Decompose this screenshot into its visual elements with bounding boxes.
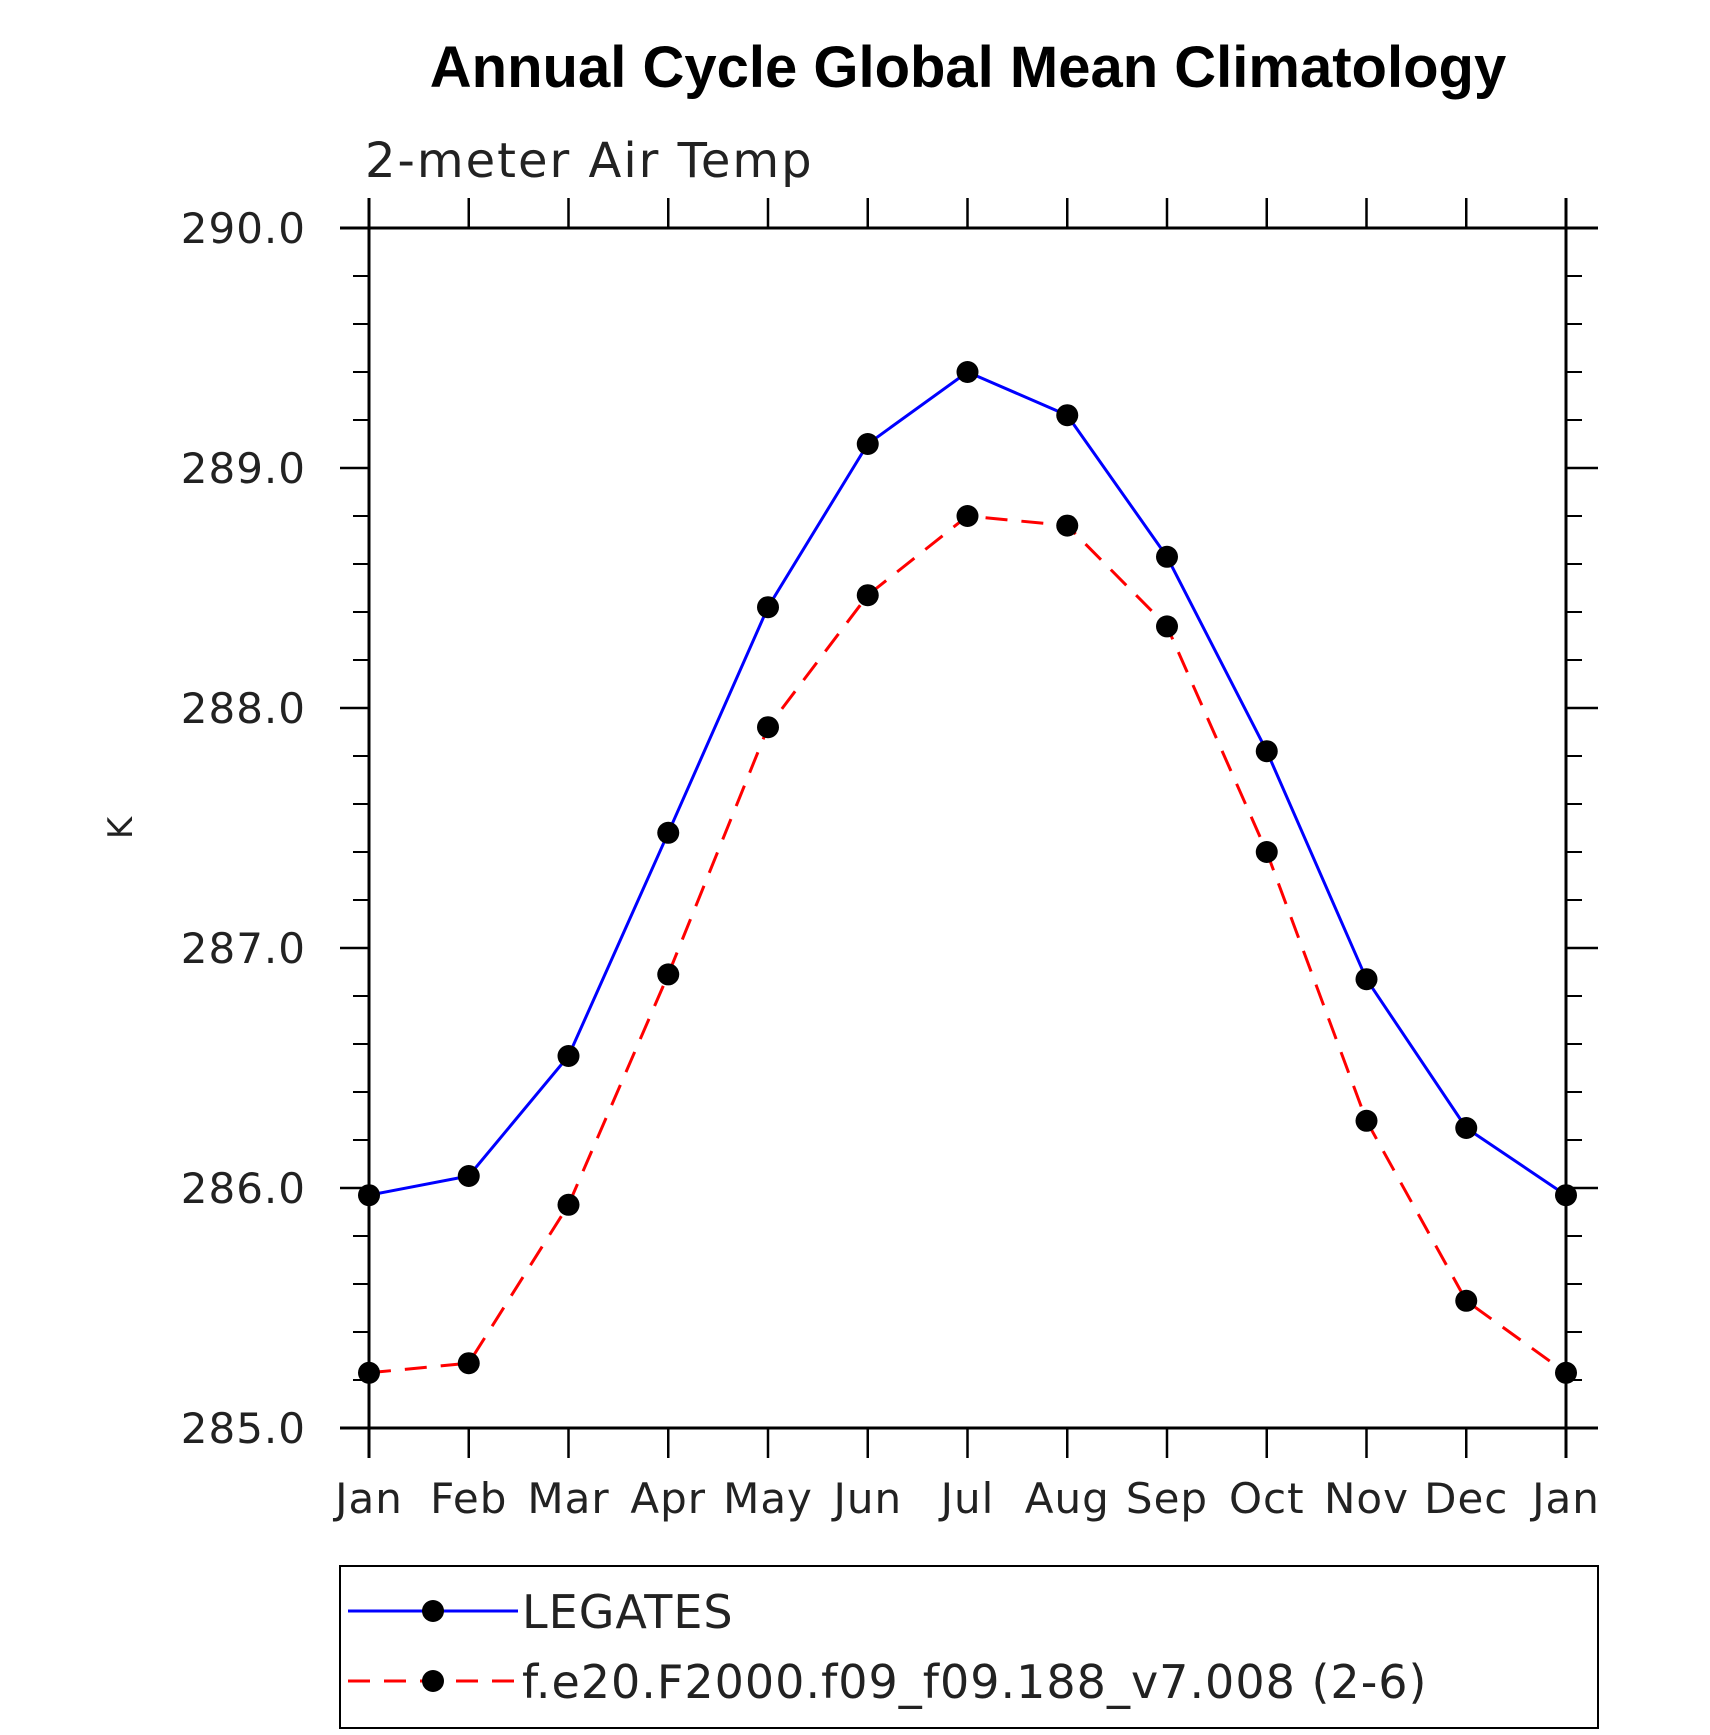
- x-tick-label: Jul: [938, 1474, 995, 1523]
- chart-subtitle: 2-meter Air Temp: [365, 133, 814, 189]
- x-tick-label: Mar: [527, 1474, 609, 1523]
- legend-marker-2: [422, 1670, 444, 1692]
- series-1-point: [358, 1184, 380, 1207]
- series-2-point: [1555, 1361, 1577, 1384]
- series-1-point: [956, 361, 979, 383]
- x-tick-label: Aug: [1025, 1474, 1110, 1523]
- series-2-point: [757, 716, 779, 739]
- x-tick-label: Oct: [1229, 1474, 1305, 1523]
- series-2-point: [557, 1193, 580, 1216]
- y-tick-label: 285.0: [181, 1404, 306, 1453]
- series-1-point: [856, 433, 879, 455]
- y-tick-label: 290.0: [181, 204, 306, 253]
- y-tick-label: 286.0: [181, 1164, 306, 1213]
- series-2-point: [1455, 1289, 1478, 1312]
- series-line-2: [368, 514, 1567, 1375]
- series-2-point: [1056, 514, 1079, 537]
- series-1-point: [1355, 968, 1378, 991]
- series-1-point: [457, 1165, 480, 1187]
- series-1-point: [1056, 404, 1079, 427]
- series-2-point: [1156, 615, 1178, 638]
- series-line-1: [368, 370, 1567, 1197]
- series-1-point: [657, 821, 680, 844]
- x-tick-label: Dec: [1424, 1474, 1508, 1523]
- series-1-point: [1555, 1184, 1577, 1207]
- legend-label-1: LEGATES: [522, 1585, 734, 1639]
- axes-layer: 285.0 286.0 287.0 288.0 289.0 290.0 Jan Feb Mar A…: [181, 198, 1600, 1523]
- x-tick-label: Jan: [332, 1474, 403, 1523]
- y-axis-label: K: [101, 815, 141, 839]
- x-tick-label: Apr: [630, 1474, 706, 1523]
- x-tick-label: Sep: [1126, 1474, 1208, 1523]
- legend: LEGATES f.e20.F2000.f09_f09.188_v7.008 (2…: [339, 1565, 1599, 1729]
- legend-marker-1: [422, 1600, 444, 1622]
- series-1-point: [557, 1045, 580, 1067]
- series-1-point: [1156, 545, 1178, 568]
- y-tick-label: 288.0: [181, 684, 306, 733]
- series-1-point: [1255, 740, 1278, 763]
- series-2-point: [358, 1361, 380, 1384]
- series-1-point: [757, 596, 779, 619]
- series-2-point: [457, 1352, 480, 1375]
- series-2-point: [657, 963, 680, 986]
- x-tick-label: May: [723, 1474, 813, 1523]
- series-2-point: [956, 505, 979, 527]
- x-tick-label: Jan: [1529, 1474, 1600, 1523]
- chart-title: Annual Cycle Global Mean Climatology: [430, 35, 1506, 100]
- y-tick-label: 287.0: [181, 924, 306, 973]
- legend-box: [339, 1565, 1599, 1729]
- series-1-point: [1455, 1117, 1478, 1139]
- y-tick-label: 289.0: [181, 444, 306, 493]
- series-2-point: [1255, 841, 1278, 863]
- x-tick-label: Nov: [1324, 1474, 1409, 1523]
- legend-label-2: f.e20.F2000.f09_f09.188_v7.008 (2-6): [522, 1655, 1428, 1709]
- x-tick-label: Feb: [430, 1474, 507, 1523]
- series-2-point: [856, 584, 879, 607]
- series-layer: [358, 361, 1577, 1384]
- x-tick-label: Jun: [830, 1474, 902, 1523]
- series-2-point: [1355, 1109, 1378, 1132]
